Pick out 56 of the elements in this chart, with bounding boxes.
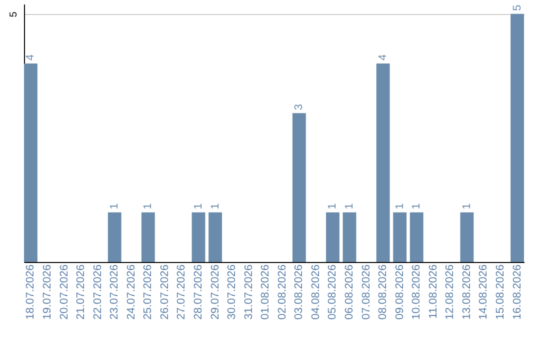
bar xyxy=(460,212,474,262)
bar xyxy=(342,212,356,262)
x-tick-label: 05.08.2026 xyxy=(326,264,339,320)
x-tick-label: 19.07.2026 xyxy=(41,264,54,320)
data-label: 1 xyxy=(192,203,204,210)
x-tick-label: 31.07.2026 xyxy=(242,264,255,320)
data-label: 1 xyxy=(394,203,406,210)
bar xyxy=(376,64,390,262)
x-tick-label: 02.08.2026 xyxy=(276,264,288,320)
data-label: 4 xyxy=(24,54,37,61)
bar xyxy=(292,113,306,262)
x-tick-label: 24.07.2026 xyxy=(125,264,138,320)
x-tick-label: 26.07.2026 xyxy=(158,264,171,320)
x-tick-label: 20.07.2026 xyxy=(58,264,70,320)
x-tick-label: 13.08.2026 xyxy=(460,264,473,320)
x-tick-label: 01.08.2026 xyxy=(260,264,272,320)
x-tick-label: 08.08.2026 xyxy=(377,264,390,320)
bar xyxy=(208,212,222,262)
data-label: 1 xyxy=(209,203,222,210)
x-tick-label: 16.08.2026 xyxy=(511,264,524,320)
x-tick-label: 15.08.2026 xyxy=(494,264,507,320)
x-tick-label: 29.07.2026 xyxy=(209,264,222,320)
data-label: 1 xyxy=(326,203,339,210)
bar xyxy=(410,212,424,262)
bar xyxy=(192,212,206,262)
bar xyxy=(326,212,340,262)
x-tick-label: 21.07.2026 xyxy=(75,264,88,320)
x-tick-label: 23.07.2026 xyxy=(108,264,121,320)
x-tick-label: 25.07.2026 xyxy=(142,264,154,320)
data-label: 1 xyxy=(410,203,423,210)
x-tick-label: 27.07.2026 xyxy=(176,264,188,320)
x-tick-label: 22.07.2026 xyxy=(92,264,104,320)
data-label: 1 xyxy=(142,203,154,210)
x-tick-label: 10.08.2026 xyxy=(410,264,423,320)
x-tick-label: 18.07.2026 xyxy=(24,264,37,320)
bar xyxy=(393,212,407,262)
data-label: 3 xyxy=(293,104,306,110)
bar xyxy=(24,64,38,262)
bar xyxy=(510,14,524,262)
data-label: 1 xyxy=(460,203,473,210)
data-label: 4 xyxy=(377,54,390,61)
data-label: 1 xyxy=(344,203,356,210)
x-tick-label: 11.08.2026 xyxy=(427,264,440,319)
x-tick-label: 03.08.2026 xyxy=(293,264,306,320)
x-tick-label: 30.07.2026 xyxy=(226,264,238,320)
x-tick-label: 12.08.2026 xyxy=(444,264,456,320)
x-tick-label: 07.08.2026 xyxy=(360,264,372,320)
data-label: 1 xyxy=(108,203,121,210)
x-tick-label: 06.08.2026 xyxy=(344,264,356,320)
x-tick-label: 09.08.2026 xyxy=(394,264,406,320)
data-label: 5 xyxy=(511,4,524,11)
x-tick-label: 28.07.2026 xyxy=(192,264,204,320)
bar xyxy=(108,212,122,262)
x-tick-label: 14.08.2026 xyxy=(478,264,490,320)
x-tick-label: 04.08.2026 xyxy=(310,264,322,320)
bar xyxy=(141,212,155,262)
